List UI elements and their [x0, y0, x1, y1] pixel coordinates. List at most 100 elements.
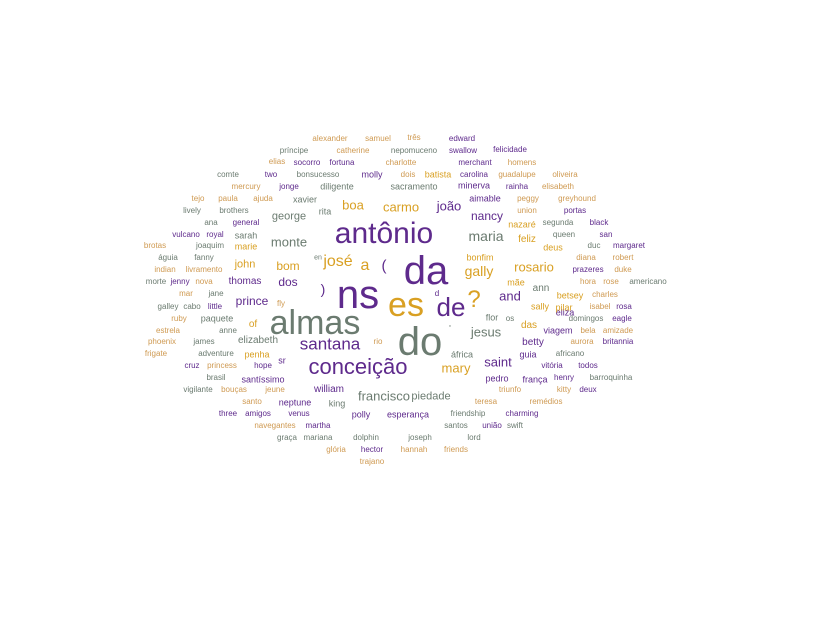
cloud-word: fly	[277, 299, 285, 308]
cloud-word: )	[320, 281, 326, 297]
cloud-word: carolina	[459, 170, 489, 179]
cloud-word: boa	[342, 197, 364, 213]
cloud-word: sr	[278, 355, 286, 366]
cloud-word: james	[193, 337, 215, 346]
cloud-word: vulcano	[172, 230, 200, 239]
cloud-word: graça	[276, 433, 298, 442]
cloud-word: charles	[592, 290, 618, 299]
cloud-word: socorro	[293, 158, 321, 167]
cloud-word: oliveira	[552, 170, 578, 179]
cloud-word: galley	[157, 302, 179, 311]
cloud-word: bonfim	[466, 252, 494, 263]
cloud-word: brotas	[143, 241, 167, 250]
cloud-word: robert	[612, 253, 634, 262]
cloud-word: morte	[145, 277, 167, 286]
cloud-word: dois	[400, 170, 416, 179]
cloud-word: glória	[326, 445, 346, 454]
cloud-word: paula	[218, 194, 238, 203]
cloud-word: queen	[552, 230, 576, 239]
cloud-word: americano	[629, 277, 667, 286]
cloud-word: tejo	[191, 194, 205, 203]
cloud-word: bom	[276, 259, 300, 273]
cloud-word: joão	[436, 198, 462, 214]
cloud-word: mãe	[507, 277, 525, 288]
cloud-word: charming	[505, 409, 539, 418]
cloud-word: thomas	[228, 276, 262, 287]
cloud-word: deux	[579, 385, 597, 394]
cloud-word: os	[505, 314, 515, 323]
cloud-word: neptune	[278, 397, 312, 408]
cloud-word: aimable	[469, 193, 501, 204]
cloud-word: william	[314, 384, 344, 395]
cloud-word: ruby	[171, 314, 187, 323]
cloud-word: teresa	[474, 397, 498, 406]
cloud-word: aurora	[570, 337, 594, 346]
cloud-word: joaquim	[195, 241, 225, 250]
cloud-word: jesus	[470, 324, 502, 340]
cloud-word: lively	[183, 206, 201, 215]
cloud-word: portas	[563, 206, 587, 215]
cloud-word: africano	[555, 349, 585, 358]
cloud-word: flor	[485, 312, 499, 323]
cloud-word: indian	[154, 265, 176, 274]
cloud-word: brasil	[206, 373, 226, 382]
cloud-word: molly	[361, 169, 383, 180]
cloud-word: hope	[254, 361, 272, 370]
cloud-word: do	[397, 320, 443, 364]
cloud-word: comte	[217, 170, 239, 179]
cloud-word: áfrica	[450, 349, 474, 360]
cloud-word: dos	[278, 275, 298, 289]
cloud-word: três	[407, 133, 421, 142]
cloud-word: prince	[235, 294, 269, 308]
cloud-word: peggy	[517, 194, 539, 203]
cloud-word: guadalupe	[498, 170, 536, 179]
cloud-word: paquete	[200, 313, 234, 324]
cloud-word: fanny	[194, 253, 214, 262]
cloud-word: san	[599, 230, 613, 239]
cloud-word: brothers	[219, 206, 249, 215]
cloud-word: águia	[158, 253, 178, 262]
cloud-word: of	[248, 319, 258, 330]
cloud-word: diana	[576, 253, 596, 262]
cloud-word: vigilante	[183, 385, 213, 394]
cloud-word: xavier	[292, 194, 318, 205]
cloud-word: britannia	[602, 337, 634, 346]
cloud-word: sarah	[234, 230, 258, 241]
cloud-word: santíssimo	[241, 374, 285, 385]
cloud-word: penha	[244, 349, 270, 360]
cloud-word: vitória	[541, 361, 563, 370]
cloud-word: friends	[443, 445, 469, 454]
cloud-word: estrela	[155, 326, 181, 335]
cloud-word: little	[207, 302, 223, 311]
cloud-word: fortuna	[329, 158, 355, 167]
cloud-word: john	[234, 258, 256, 271]
cloud-word: george	[271, 210, 307, 223]
cloud-word: anne	[219, 326, 237, 335]
cloud-word: gally	[464, 263, 494, 279]
cloud-word: hannah	[400, 445, 428, 454]
cloud-word: felicidade	[493, 145, 527, 154]
cloud-word: a	[360, 257, 370, 274]
cloud-word: livramento	[185, 265, 223, 274]
cloud-word: rainha	[505, 182, 529, 191]
cloud-word: mercury	[231, 182, 261, 191]
cloud-word: deus	[543, 242, 563, 253]
cloud-word: josé	[323, 253, 353, 270]
cloud-word: (	[381, 257, 387, 275]
cloud-word: remédios	[529, 397, 563, 406]
cloud-word: jenny	[170, 277, 190, 286]
cloud-word: segunda	[542, 218, 574, 227]
cloud-word: general	[232, 218, 260, 227]
cloud-word: jane	[208, 289, 224, 298]
cloud-word: rita	[318, 206, 332, 217]
cloud-word: martha	[305, 421, 331, 430]
cloud-word: duc	[587, 241, 601, 250]
cloud-word: mar	[179, 289, 193, 298]
cloud-word: ns	[336, 273, 380, 317]
cloud-word: elizabeth	[237, 335, 279, 346]
cloud-word: joseph	[408, 433, 432, 442]
cloud-word: edward	[448, 134, 476, 143]
cloud-word: todos	[578, 361, 598, 370]
cloud-word: ?	[467, 286, 481, 313]
cloud-word: antônio	[334, 217, 434, 250]
